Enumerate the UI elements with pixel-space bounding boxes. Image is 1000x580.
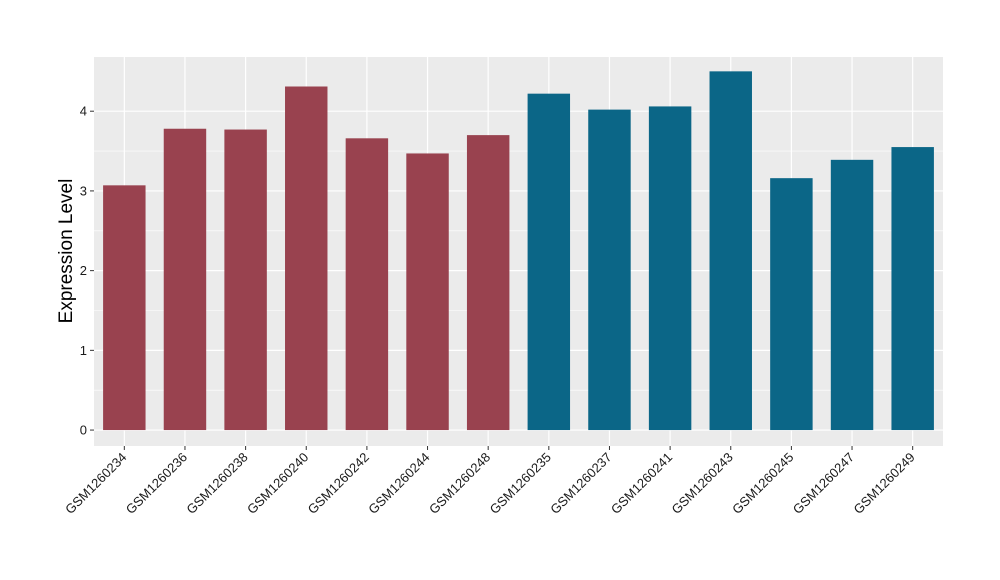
x-tick-label: GSM1260247	[790, 450, 857, 517]
bar-GSM1260236	[163, 128, 207, 431]
x-axis: GSM1260234GSM1260236GSM1260238GSM1260240…	[62, 446, 918, 517]
x-tick-label: GSM1260244	[365, 450, 432, 517]
x-tick-label: GSM1260237	[547, 450, 614, 517]
x-tick-label: GSM1260234	[62, 450, 129, 517]
bar-GSM1260248	[466, 135, 510, 431]
bar-GSM1260238	[224, 129, 267, 431]
x-tick-label: GSM1260241	[608, 450, 675, 517]
y-axis-title: Expression Level	[56, 179, 77, 324]
x-tick-label: GSM1260242	[305, 450, 372, 517]
y-tick-label: 4	[80, 104, 87, 119]
bar-GSM1260234	[103, 185, 146, 431]
bar-GSM1260244	[406, 153, 449, 431]
x-tick-label: GSM1260245	[729, 450, 796, 517]
bar-GSM1260241	[648, 106, 692, 431]
bar-GSM1260235	[527, 93, 571, 431]
bar-GSM1260249	[891, 147, 934, 431]
x-tick-label: GSM1260240	[244, 450, 311, 517]
x-tick-label: GSM1260236	[123, 450, 190, 517]
bars	[103, 71, 934, 431]
y-tick-label: 1	[80, 343, 87, 358]
bar-GSM1260245	[770, 178, 813, 431]
y-axis: 0 1 2 3 4	[80, 104, 94, 438]
y-tick-label: 3	[80, 183, 87, 198]
plot-panel	[94, 57, 943, 446]
y-tick-label: 2	[80, 263, 87, 278]
y-tick-label: 0	[80, 423, 87, 438]
bar-GSM1260240	[285, 86, 328, 431]
x-tick-label: GSM1260248	[426, 450, 493, 517]
bar-GSM1260237	[588, 109, 631, 431]
x-tick-label: GSM1260243	[669, 450, 736, 517]
bar-GSM1260247	[830, 159, 874, 431]
x-tick-label: GSM1260238	[183, 450, 250, 517]
bar-GSM1260242	[345, 138, 389, 431]
bar-GSM1260243	[709, 71, 752, 431]
x-tick-label: GSM1260249	[850, 450, 917, 517]
x-tick-label: GSM1260235	[487, 450, 554, 517]
